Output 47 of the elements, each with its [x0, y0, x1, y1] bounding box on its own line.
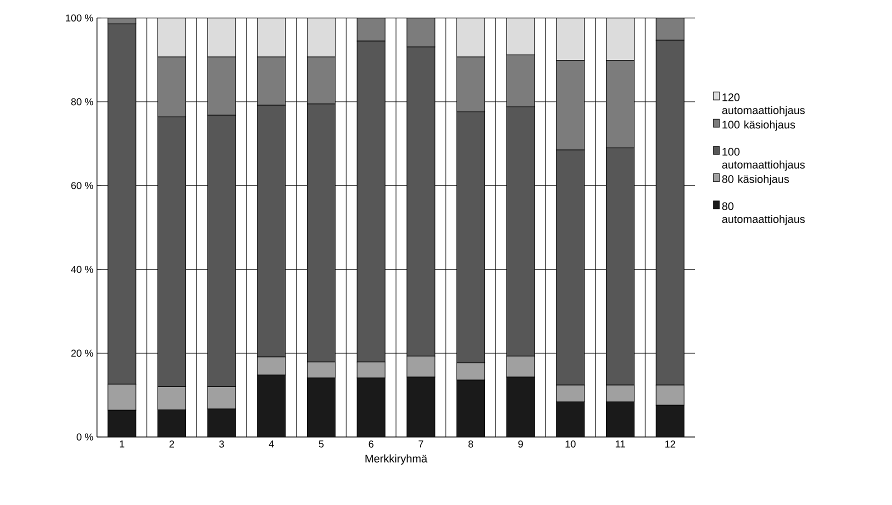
bar	[556, 60, 585, 150]
x-tick-label: 6	[368, 440, 374, 448]
y-tick-label: 100 %	[66, 14, 94, 22]
legend-label: 100 automaattiohjaus	[722, 148, 805, 171]
bar	[207, 56, 236, 116]
bar	[257, 374, 286, 437]
bar	[456, 56, 486, 112]
x-tick-label: 9	[518, 440, 523, 448]
legend-label: 100 käsiohjaus	[722, 120, 796, 131]
bar	[656, 404, 684, 437]
y-tick-label: 0 %	[76, 433, 94, 441]
x-tick-label: 12	[665, 440, 676, 448]
bar	[606, 402, 635, 437]
bar	[356, 378, 386, 437]
x-tick-label: 7	[418, 440, 424, 448]
bar	[606, 60, 635, 148]
bar	[356, 18, 386, 42]
x-axis-title: Merkkiryhmä	[366, 454, 428, 465]
legend-label: 80 käsiohjaus	[722, 174, 789, 186]
x-tick-label: 1	[120, 440, 124, 448]
bar	[257, 56, 286, 106]
bar	[656, 18, 684, 41]
x-tick-label: 2	[169, 440, 174, 448]
y-tick-label: 20 %	[71, 350, 94, 357]
x-tick-label: 10	[566, 440, 576, 448]
x-tick-label: 3	[219, 440, 224, 448]
bar	[456, 380, 486, 437]
y-tick-label: 40 %	[71, 266, 94, 273]
bar	[506, 54, 535, 108]
bar	[157, 56, 186, 118]
x-tick-label: 4	[268, 440, 274, 448]
bar	[406, 376, 436, 437]
bar	[306, 56, 336, 104]
bar	[157, 409, 186, 437]
y-tick-label: 80 %	[71, 98, 94, 106]
bar	[406, 18, 436, 48]
bar	[306, 378, 336, 437]
bar	[556, 402, 585, 437]
legend-label: 120 automaattiohjaus	[722, 93, 805, 116]
bar	[506, 376, 535, 437]
x-tick-label: 11	[616, 440, 625, 448]
legend-label: 80 automaattiohjaus	[722, 202, 805, 226]
x-tick-label: 8	[468, 440, 474, 448]
x-tick-label: 5	[318, 440, 324, 448]
y-tick-label: 60 %	[71, 182, 94, 190]
bar	[108, 410, 136, 437]
bar	[207, 408, 236, 437]
